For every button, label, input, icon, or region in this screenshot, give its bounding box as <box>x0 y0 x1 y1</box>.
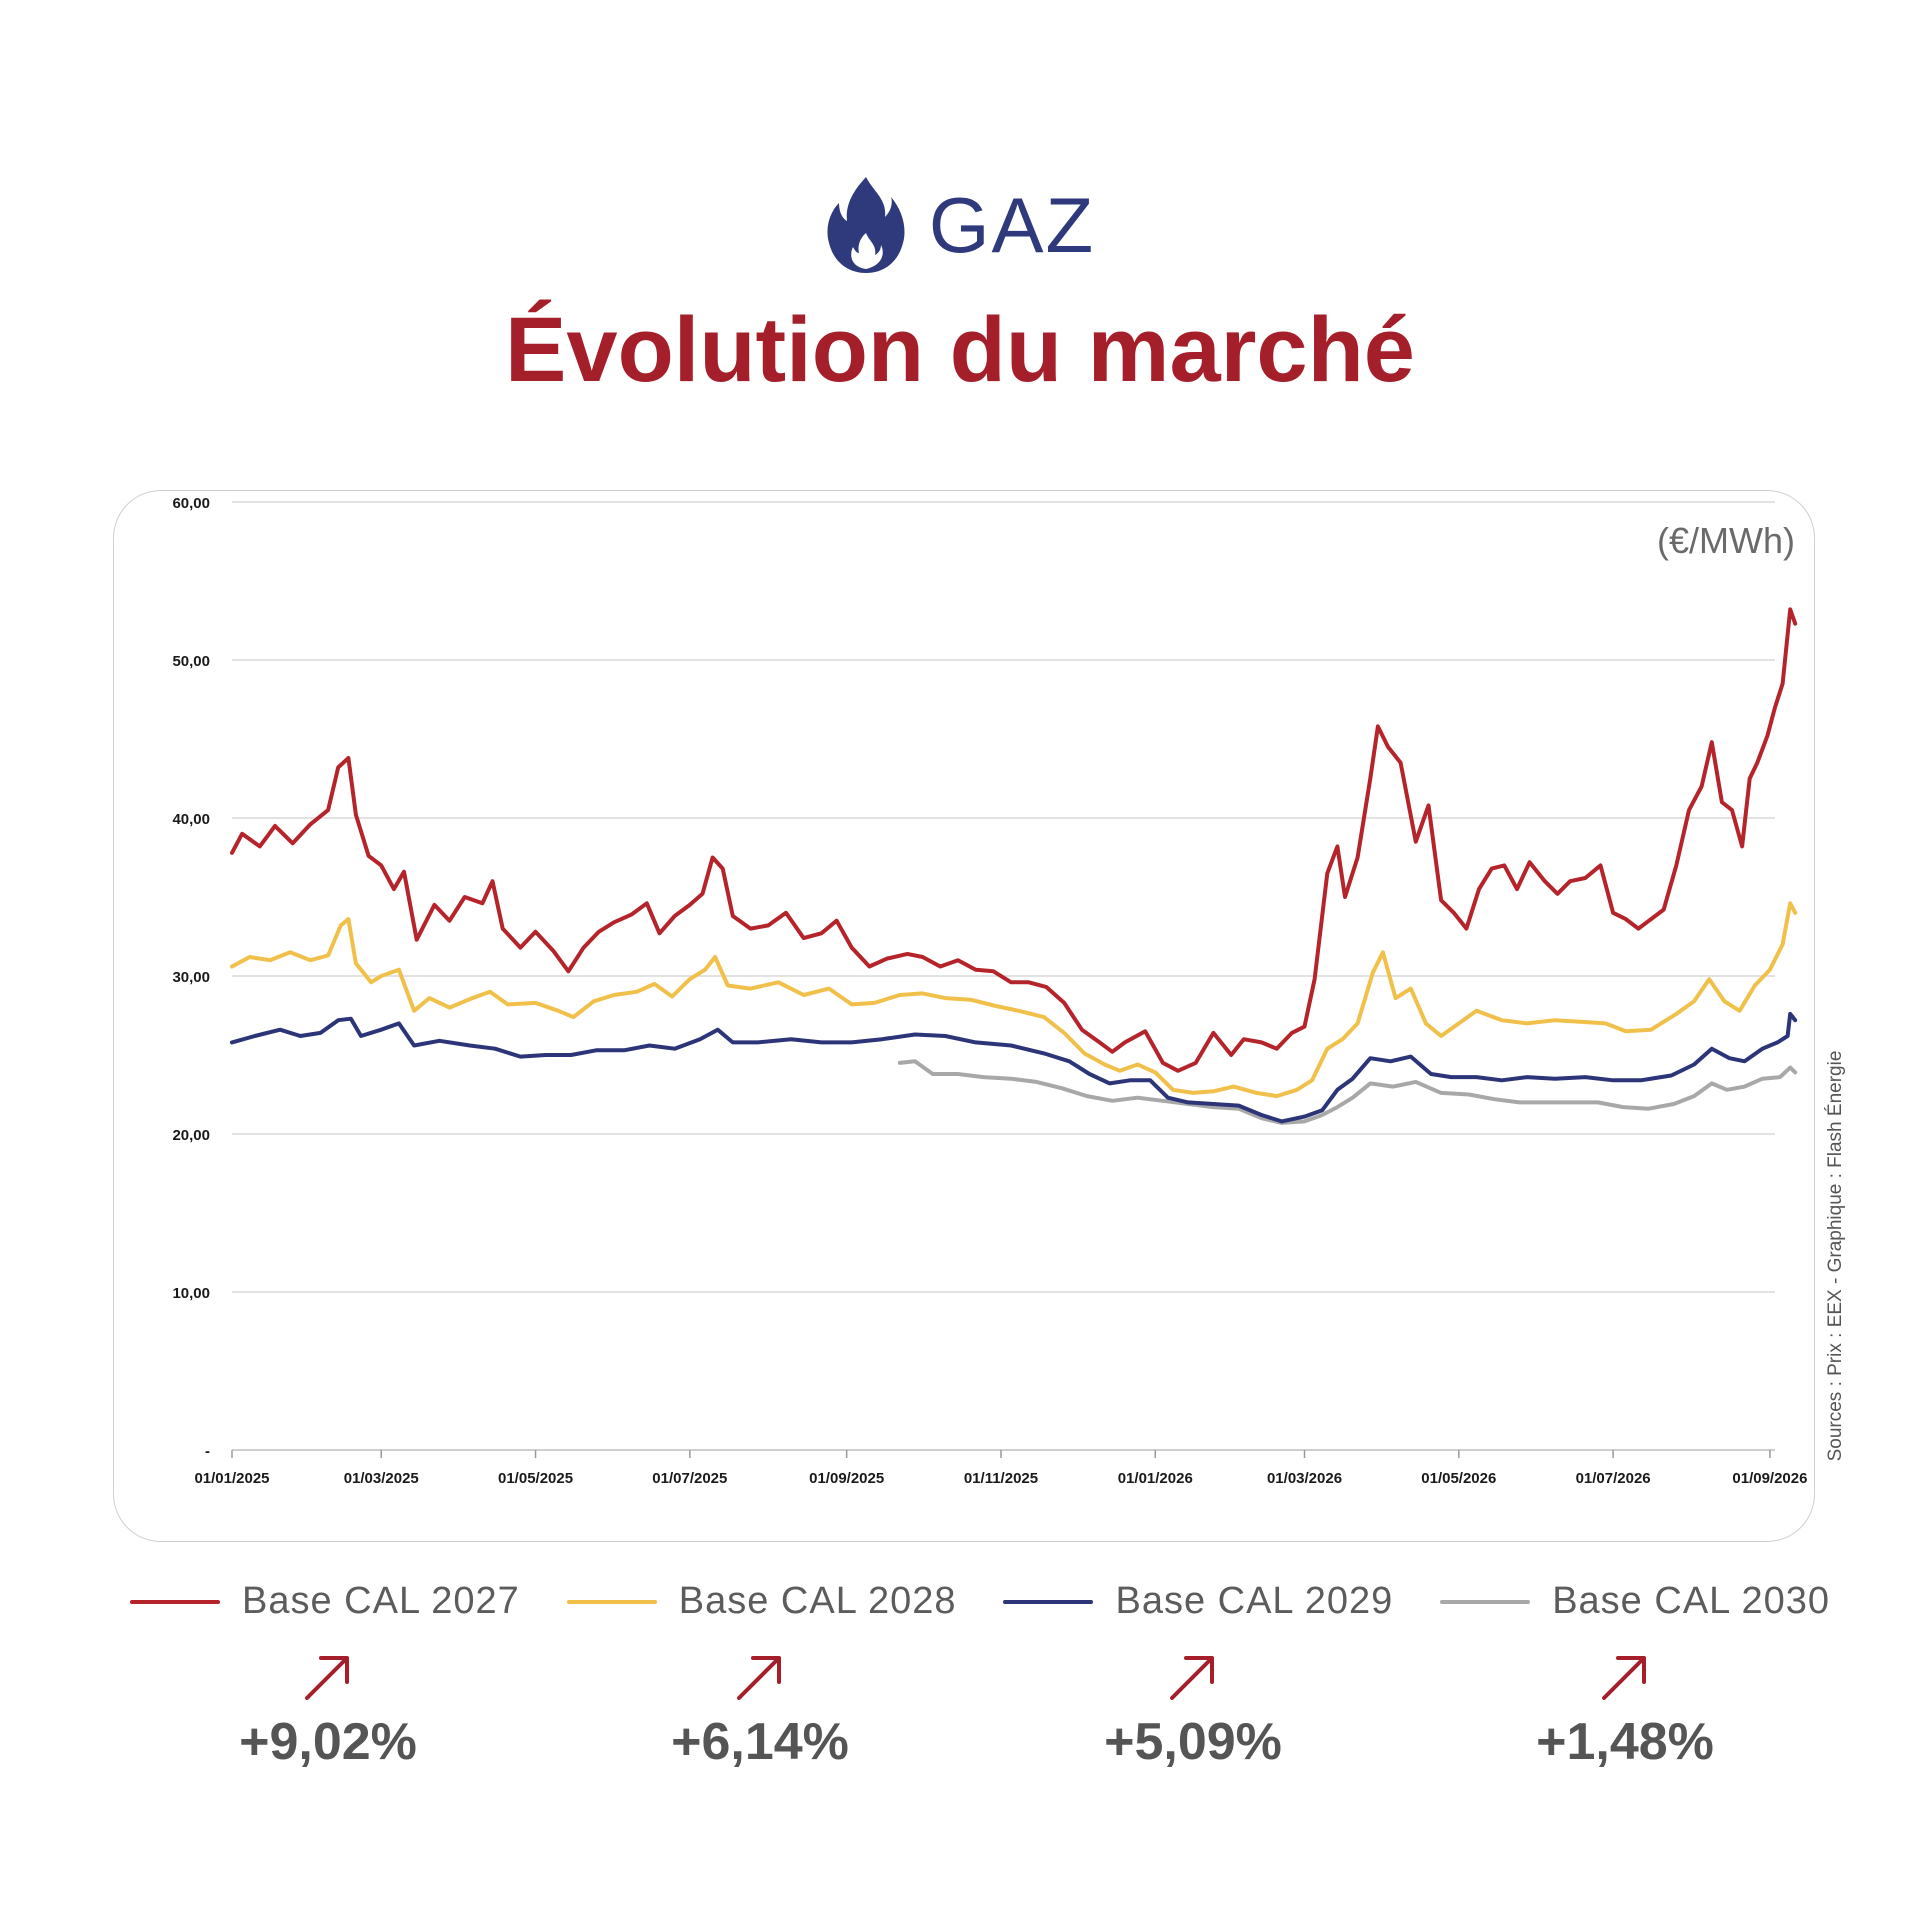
header: GAZ <box>0 175 1920 275</box>
legend-swatch-cal2027 <box>130 1599 220 1604</box>
legend-item-cal2029: Base CAL 2029 <box>1003 1580 1393 1623</box>
unit-label: (€/MWh) <box>1657 520 1795 561</box>
chart-legend: Base CAL 2027 Base CAL 2028 Base CAL 202… <box>130 1580 1830 1623</box>
change-value: +5,09% <box>1104 1713 1282 1771</box>
arrow-up-right-icon <box>305 1656 349 1700</box>
legend-label-cal2028: Base CAL 2028 <box>678 1580 957 1622</box>
legend-swatch-cal2028 <box>566 1599 657 1604</box>
legend-item-cal2027: Base CAL 2027 <box>130 1580 520 1623</box>
change-cal2029: +5,09% <box>1043 1650 1343 1772</box>
change-cal2030: +1,48% <box>1475 1650 1775 1772</box>
change-value: +9,02% <box>239 1713 417 1771</box>
legend-swatch-cal2029 <box>1003 1599 1094 1604</box>
arrow-up-right-icon <box>1602 1656 1646 1700</box>
flame-icon <box>827 177 905 273</box>
change-summary: +9,02% +6,14% +5,09% +1,48% <box>0 1650 1920 1780</box>
change-value: +6,14% <box>671 1713 849 1771</box>
legend-swatch-cal2030 <box>1440 1599 1531 1604</box>
legend-label-cal2027: Base CAL 2027 <box>242 1580 520 1622</box>
page-title: Évolution du marché <box>505 299 1415 401</box>
arrow-up-right-icon <box>737 1656 781 1700</box>
legend-item-cal2028: Base CAL 2028 <box>566 1580 957 1623</box>
change-value: +1,48% <box>1536 1713 1714 1771</box>
legend-label-cal2029: Base CAL 2029 <box>1115 1580 1394 1622</box>
change-cal2027: +9,02% <box>178 1650 478 1772</box>
section-label: GAZ <box>928 181 1096 269</box>
source-note: Sources : Prix : EEX - Graphique : Flash… <box>1825 1050 1846 1462</box>
change-cal2028: +6,14% <box>610 1650 910 1772</box>
chart-card <box>113 490 1815 1542</box>
legend-label-cal2030: Base CAL 2030 <box>1552 1580 1830 1622</box>
arrow-up-right-icon <box>1170 1656 1214 1700</box>
legend-item-cal2030: Base CAL 2030 <box>1440 1580 1830 1623</box>
